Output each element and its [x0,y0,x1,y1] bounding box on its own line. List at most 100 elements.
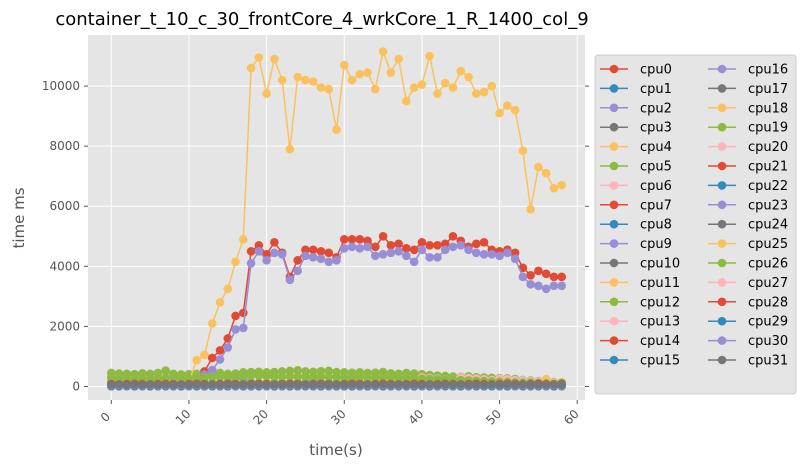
legend-item-cpu14: cpu14 [600,334,680,349]
data-point [378,250,388,259]
legend-item-cpu24: cpu24 [708,218,788,233]
legend-label: cpu6 [640,179,672,194]
data-point [433,89,442,98]
legend-marker [717,200,727,210]
data-point [324,84,334,94]
y-tick-label: 10000 [42,79,80,93]
data-point [270,248,279,258]
data-point [425,240,434,250]
data-point [394,239,403,249]
data-point [231,372,240,381]
data-point [425,380,434,389]
data-point [417,380,427,389]
data-point [277,380,287,389]
data-point [440,78,450,88]
data-point [207,319,217,328]
data-point [386,68,396,77]
data-point [223,380,233,389]
data-point [277,372,287,382]
legend-item-cpu18: cpu18 [708,101,788,116]
data-point [471,380,481,389]
data-point [394,247,403,256]
legend-label: cpu26 [748,257,788,272]
legend-label: cpu28 [748,295,788,310]
legend-marker [609,297,619,307]
data-point [557,380,566,389]
data-point [495,108,504,118]
data-point [285,275,295,285]
data-point [262,380,271,389]
legend-item-cpu4: cpu4 [600,140,672,155]
data-point [448,380,458,389]
legend-item-cpu3: cpu3 [600,121,672,136]
legend-item-cpu21: cpu21 [708,160,788,175]
data-point [386,380,396,389]
data-point [433,252,442,262]
data-point [239,323,248,333]
data-point [239,308,248,318]
legend-label: cpu19 [748,121,788,136]
legend-label: cpu14 [640,334,680,349]
data-point [402,380,411,389]
data-point [207,365,217,375]
data-point [487,81,497,91]
series-lines [107,47,566,391]
legend-marker [609,64,619,74]
data-point [510,248,520,258]
data-point [316,380,326,389]
data-point [371,380,380,389]
legend-marker [717,122,727,132]
data-point [107,373,116,382]
data-point [355,234,365,244]
data-point [107,380,116,389]
data-point [293,266,302,276]
legend-item-cpu29: cpu29 [708,315,788,330]
legend-marker [609,122,619,132]
data-point [363,373,372,382]
data-point [231,380,240,389]
data-point [371,251,380,261]
legend-marker [609,103,619,113]
data-point [161,366,170,375]
legend: cpu0 cpu1 cpu2 cpu3 cpu4 cpu5 cpu6 cpu7 cpu8 cpu9… [594,54,797,395]
data-point [301,245,310,255]
legend-label: cpu29 [748,315,788,330]
chart-title: container_t_10_c_30_frontCore_4_wrkCore_… [55,9,588,30]
data-point [223,343,233,352]
data-point [215,298,225,307]
data-point [231,257,240,267]
legend-item-cpu25: cpu25 [708,237,788,252]
data-point [293,380,302,389]
data-point [518,380,528,389]
data-point [448,231,458,241]
data-point [301,372,310,382]
legend-item-cpu31: cpu31 [708,354,788,369]
legend-marker [717,181,727,190]
legend-marker [717,219,727,229]
data-point [301,380,310,389]
data-point [479,237,489,247]
legend-marker [609,355,619,365]
data-point [308,372,318,382]
legend-marker [609,142,619,151]
data-point [293,72,302,82]
y-axis-ticks: 0 2000 4000 6000 8000 10000 [42,79,589,393]
data-point [192,355,202,365]
legend-label: cpu3 [640,121,672,136]
data-point [215,346,225,355]
data-point [471,248,481,258]
data-point [417,245,427,255]
data-point [169,380,178,389]
data-point [464,245,473,255]
legend-label: cpu2 [640,101,672,116]
data-point [386,240,396,250]
legend-item-cpu12: cpu12 [600,295,680,310]
data-point [534,162,543,172]
legend-marker [609,258,619,268]
legend-marker [717,278,727,287]
data-point [557,281,566,291]
legend-marker [717,336,727,345]
legend-item-cpu16: cpu16 [708,63,788,78]
data-point [417,237,427,247]
data-point [541,168,551,178]
